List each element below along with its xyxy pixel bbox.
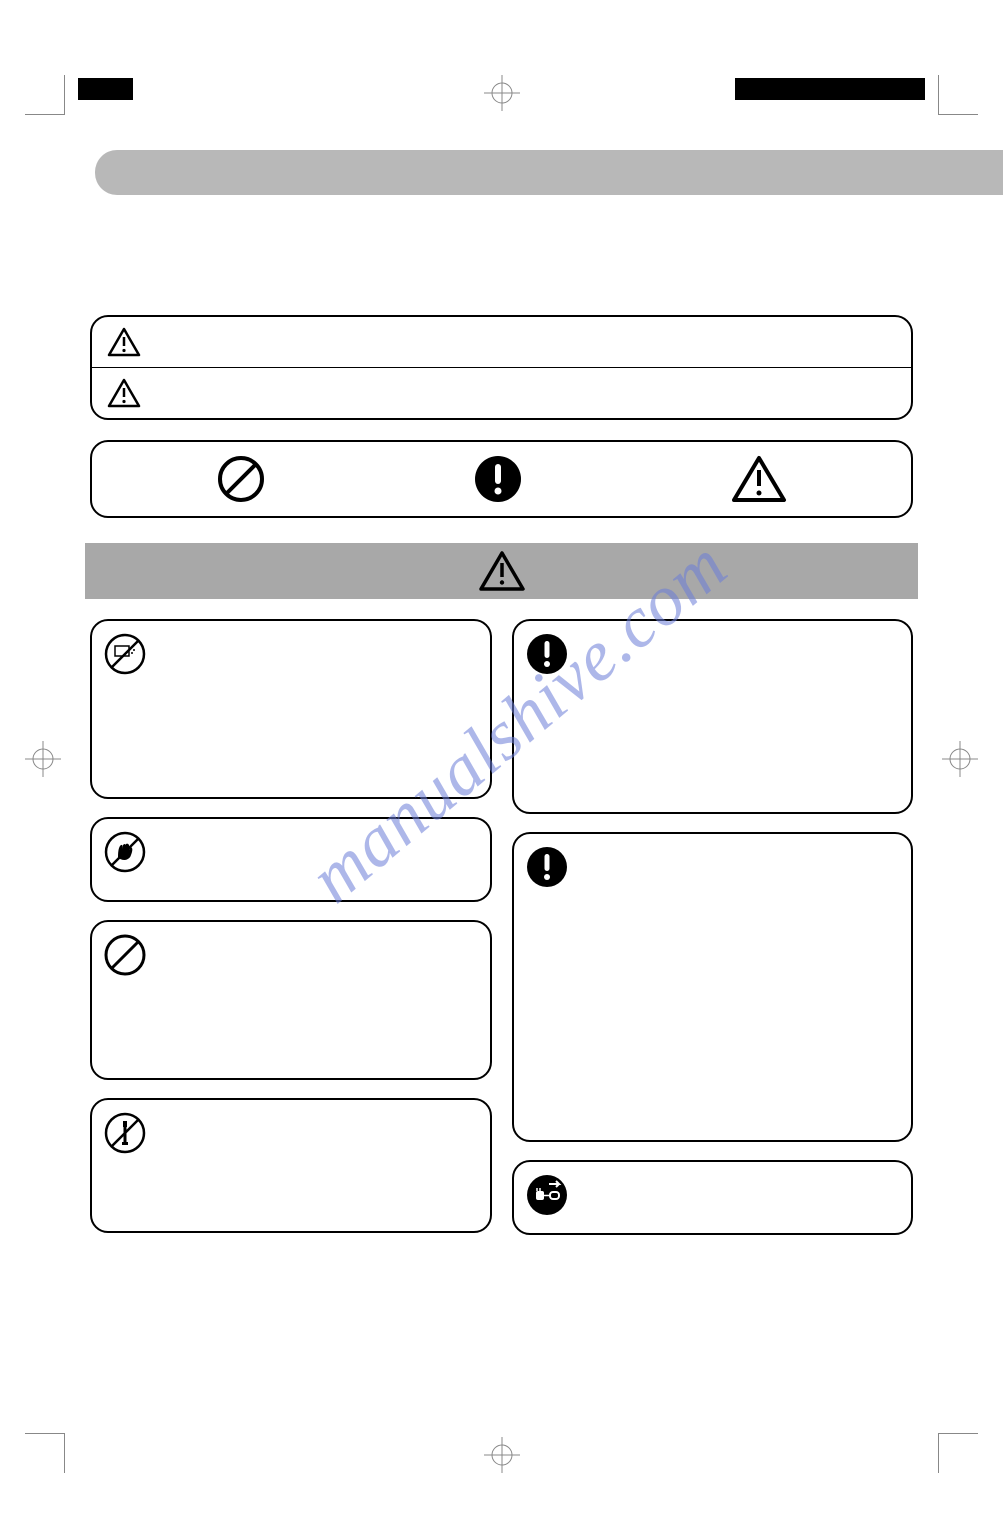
- symbol-legend-row: [90, 440, 913, 518]
- prohibit-circle-icon: [104, 934, 146, 976]
- mandatory-exclamation-icon: [473, 454, 523, 504]
- prohibit-circle-icon: [216, 454, 266, 504]
- safety-box-no-spray: [90, 619, 492, 799]
- safety-box-mandatory-2: [512, 832, 914, 1142]
- warning-section-banner: [85, 543, 918, 599]
- prohibit-wet-hand-icon: [104, 831, 146, 873]
- section-header-bar: [95, 150, 1003, 195]
- alert-definition-table: [90, 315, 913, 420]
- print-bar-left: [78, 78, 133, 100]
- safety-box-prohibit: [90, 920, 492, 1080]
- registration-mark-left: [25, 741, 61, 777]
- prohibit-spray-icon: [104, 633, 146, 675]
- print-bar-right: [735, 78, 925, 100]
- content-area: [90, 315, 913, 1235]
- warning-triangle-icon: [479, 551, 525, 591]
- prohibit-disassemble-icon: [104, 1112, 146, 1154]
- left-column: [90, 619, 492, 1235]
- unplug-icon: [526, 1174, 568, 1216]
- crop-mark-br: [938, 1433, 978, 1473]
- safety-box-unplug: [512, 1160, 914, 1235]
- safety-box-no-wet-hands: [90, 817, 492, 902]
- crop-mark-bl: [25, 1433, 65, 1473]
- mandatory-exclamation-icon: [526, 633, 568, 675]
- registration-mark-bottom: [484, 1437, 520, 1473]
- mandatory-exclamation-icon: [526, 846, 568, 888]
- alert-row-caution: [92, 368, 911, 418]
- safety-grid: [90, 619, 913, 1235]
- right-column: [512, 619, 914, 1235]
- warning-triangle-icon: [107, 378, 141, 408]
- alert-row-warning: [92, 317, 911, 368]
- warning-triangle-icon: [731, 455, 787, 503]
- crop-mark-tr: [938, 75, 978, 115]
- crop-mark-tl: [25, 75, 65, 115]
- registration-mark-top: [484, 75, 520, 111]
- registration-mark-right: [942, 741, 978, 777]
- safety-box-mandatory-1: [512, 619, 914, 814]
- warning-triangle-icon: [107, 327, 141, 357]
- safety-box-no-disassemble: [90, 1098, 492, 1233]
